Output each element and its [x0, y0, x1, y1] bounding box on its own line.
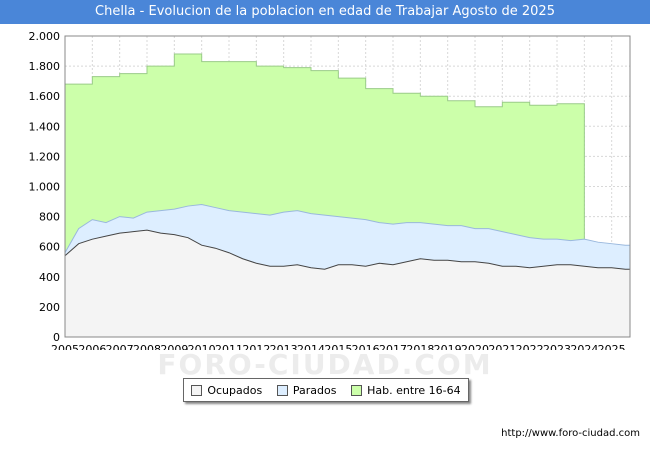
chart-title: Chella - Evolucion de la poblacion en ed…: [0, 0, 650, 24]
y-tick-label: 0: [53, 331, 60, 344]
legend-item-ocupados: Ocupados: [191, 384, 262, 397]
x-tick-label: 2019: [434, 343, 462, 350]
x-tick-label: 2024: [570, 343, 598, 350]
source-link[interactable]: http://www.foro-ciudad.com: [501, 428, 640, 439]
x-tick-label: 2014: [297, 343, 325, 350]
x-tick-label: 2006: [78, 343, 106, 350]
series-parados-line: [64, 204, 630, 253]
x-tick-label: 2025: [598, 343, 626, 350]
legend-label-parados: Parados: [292, 383, 337, 397]
legend-label-habitantes: Hab. entre 16-64: [367, 383, 461, 397]
x-tick-label: 2022: [516, 343, 544, 350]
watermark: FORO-CIUDAD.COM: [157, 348, 493, 381]
y-tick-label: 1.000: [29, 181, 61, 194]
x-tick-label: 2009: [160, 343, 188, 350]
x-tick-label: 2005: [51, 343, 79, 350]
legend-swatch-habitantes: [351, 384, 363, 396]
x-axis-ticks: 2005 2006 2007 2008 2009 2010 2011 2012 2013 2014…: [51, 343, 626, 350]
y-tick-label: 400: [39, 271, 60, 284]
series-group: [64, 53, 630, 338]
series-ocupados-line: [64, 229, 630, 270]
y-axis-ticks: 0 200 400 600 800 1.000 1.200 1.400 1.600 1.800 2.…: [29, 30, 61, 344]
series-ocupados-area: [65, 230, 630, 337]
x-tick-label: 2017: [379, 343, 407, 350]
x-tick-label: 2018: [406, 343, 434, 350]
x-tick-label: 2013: [270, 343, 298, 350]
y-tick-label: 1.200: [29, 150, 61, 163]
legend-swatch-ocupados: [191, 384, 203, 396]
legend-label-ocupados: Ocupados: [207, 383, 263, 397]
x-tick-label: 2010: [188, 343, 216, 350]
y-tick-label: 2.000: [29, 30, 61, 43]
x-tick-label: 2008: [133, 343, 161, 350]
plot-border: [64, 35, 631, 338]
x-tick-label: 2023: [543, 343, 571, 350]
legend-swatch-parados: [276, 384, 288, 396]
y-tick-label: 200: [39, 301, 60, 314]
y-tick-label: 800: [39, 211, 60, 224]
x-tick-label: 2007: [106, 343, 134, 350]
x-tick-label: 2021: [488, 343, 516, 350]
chart-area: 0 200 400 600 800 1.000 1.200 1.400 1.600 1.800 2.…: [29, 30, 631, 350]
y-tick-label: 1.400: [29, 120, 61, 133]
legend: Ocupados Parados Hab. entre 16-64: [183, 378, 469, 402]
x-tick-label: 2015: [324, 343, 352, 350]
legend-item-habitantes: Hab. entre 16-64: [351, 384, 461, 397]
y-tick-label: 600: [39, 241, 60, 254]
y-tick-label: 1.600: [29, 90, 61, 103]
y-tick-label: 1.800: [29, 60, 61, 73]
x-tick-label: 2011: [215, 343, 243, 350]
x-tick-label: 2020: [461, 343, 489, 350]
legend-item-parados: Parados: [276, 383, 337, 397]
x-tick-label: 2012: [242, 343, 270, 350]
x-tick-label: 2016: [352, 343, 380, 350]
